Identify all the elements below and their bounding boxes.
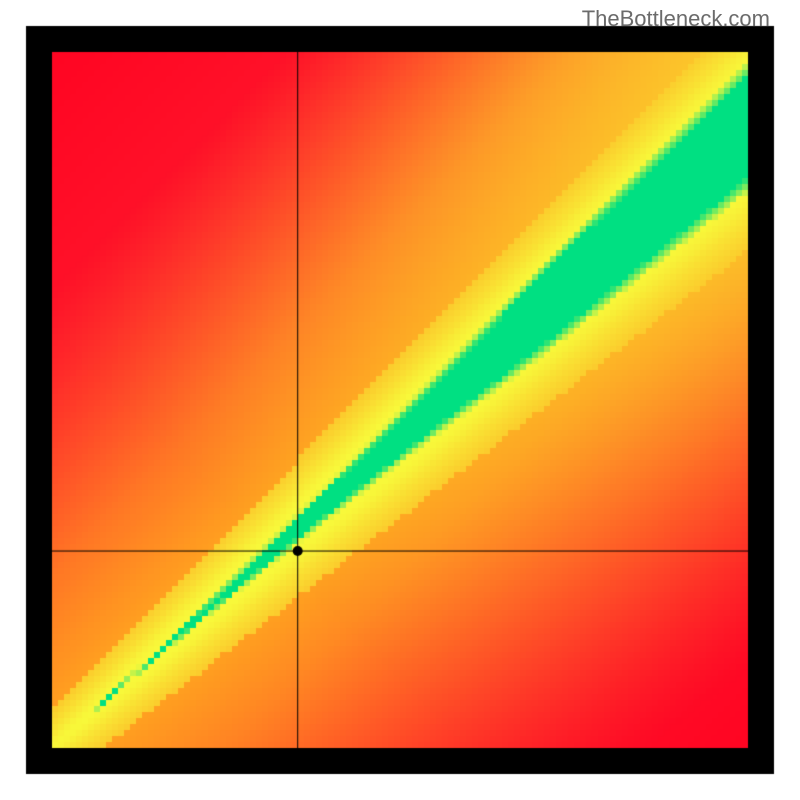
heatmap-canvas — [0, 0, 800, 800]
chart-container: TheBottleneck.com — [0, 0, 800, 800]
watermark-text: TheBottleneck.com — [582, 6, 770, 32]
